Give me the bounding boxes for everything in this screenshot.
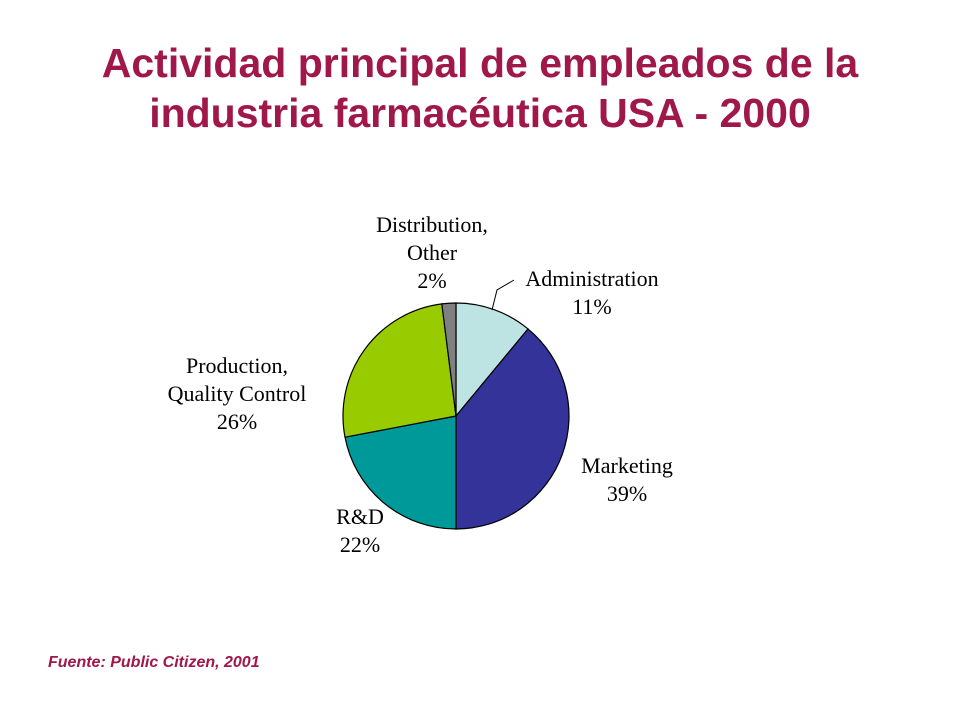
pie-slice-production: [342, 303, 457, 438]
pie-slice-distribution: [441, 302, 457, 417]
slice-value-production: 26%: [217, 409, 257, 434]
leader-line-administration: [491, 279, 515, 311]
slice-name-marketing: Marketing: [581, 453, 673, 478]
slice-label-marketing: Marketing 39%: [581, 453, 673, 506]
slice-label-production: Production, Quality Control 26%: [168, 353, 307, 434]
title-line-2: industria farmacéutica USA - 2000: [149, 90, 811, 136]
slice-name-distribution: Other: [407, 240, 458, 265]
source-note: Fuente: Public Citizen, 2001: [48, 654, 260, 671]
slice-label-rnd: R&D 22%: [336, 504, 384, 557]
slice-name-production: Quality Control: [168, 381, 307, 406]
slice-value-administration: 11%: [572, 294, 612, 319]
slice-value-rnd: 22%: [340, 532, 380, 557]
slice-name-administration: Administration: [525, 266, 658, 291]
slice-label-distribution: Distribution, Other 2%: [376, 212, 488, 293]
chart-title: Actividad principal de empleados de la i…: [0, 38, 960, 138]
slice-name-distribution: Distribution,: [376, 212, 488, 237]
slice-value-marketing: 39%: [607, 481, 647, 506]
slice-value-distribution: 2%: [417, 268, 446, 293]
slice-name-rnd: R&D: [336, 504, 384, 529]
slice-label-administration: Administration 11%: [525, 266, 658, 319]
title-line-1: Actividad principal de empleados de la: [101, 40, 859, 86]
pie-slice-administration: [455, 302, 529, 418]
slice-name-production: Production,: [186, 353, 288, 378]
pie-slice-rnd: [344, 415, 457, 530]
pie-slice-marketing: [455, 328, 570, 530]
